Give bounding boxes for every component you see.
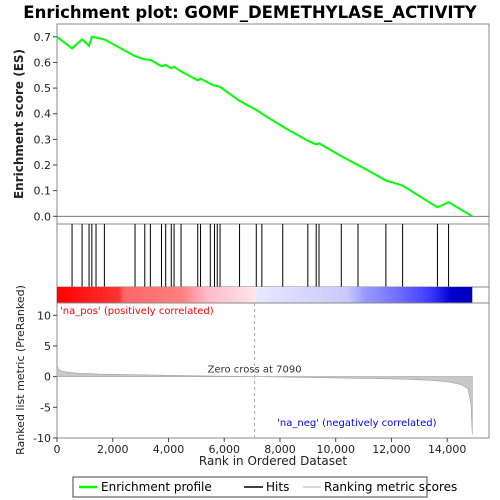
x-tick-label: 10,000 <box>316 443 355 456</box>
es-panel: 0.0 0.1 0.2 0.3 0.4 0.5 0.6 0.7 Enrichment scor… <box>12 23 490 225</box>
x-tick-label: 14,000 <box>428 443 467 456</box>
es-y-tick-label: 0.7 <box>34 31 52 44</box>
hits-panel-frame <box>56 223 490 288</box>
metric-y-axis: 10 5 0 -5 -10 <box>33 309 57 445</box>
x-tick-label: 2,000 <box>97 443 129 456</box>
legend-enrichment-profile: Enrichment profile <box>101 480 212 494</box>
es-y-tick-label: 0.1 <box>34 185 52 198</box>
rank-color-bar <box>56 286 490 304</box>
metric-panel-frame <box>56 302 490 439</box>
x-tick-label: 8,000 <box>264 443 296 456</box>
rank-gradient <box>57 287 473 303</box>
metric-y-tick-label: 10 <box>37 309 51 322</box>
legend-ranking-metric-scores: Ranking metric scores <box>324 480 457 494</box>
x-tick-label: 12,000 <box>372 443 411 456</box>
zero-cross-label: Zero cross at 7090 <box>208 365 302 376</box>
es-y-tick-label: 0.0 <box>34 210 52 223</box>
legend-hits: Hits <box>266 480 289 494</box>
x-tick-label: 4,000 <box>153 443 185 456</box>
x-axis: 0 2,000 4,000 6,000 8,000 10,000 12,000 14,000 <box>54 438 467 456</box>
positive-correlation-label: 'na_pos' (positively correlated) <box>60 306 214 317</box>
es-y-axis-label: Enrichment score (ES) <box>12 49 26 199</box>
metric-y-tick-label: 5 <box>44 340 51 353</box>
metric-panel: 10 5 0 -5 -10 Zero cross at 7090 'na_pos' (p… <box>14 285 490 455</box>
es-panel-frame <box>56 23 490 225</box>
es-y-tick-label: 0.3 <box>34 133 52 146</box>
es-y-tick-label: 0.5 <box>34 82 52 95</box>
ranking-metric-area <box>56 364 473 435</box>
enrichment-profile-line <box>56 35 473 218</box>
metric-y-axis-label: Ranked list metric (PreRanked) <box>14 285 27 455</box>
hits-panel <box>56 223 490 288</box>
es-y-tick-label: 0.2 <box>34 159 52 172</box>
es-y-tick-label: 0.4 <box>34 108 52 121</box>
metric-y-tick-label: -5 <box>40 401 51 414</box>
es-y-axis: 0.0 0.1 0.2 0.3 0.4 0.5 0.6 0.7 <box>34 31 57 223</box>
hit-markers <box>71 224 450 287</box>
legend: Enrichment profile Hits Ranking metric s… <box>72 476 457 498</box>
x-axis-label: Rank in Ordered Dataset <box>199 454 347 468</box>
es-y-tick-label: 0.6 <box>34 56 52 69</box>
metric-y-tick-label: -10 <box>33 432 51 445</box>
negative-correlation-label: 'na_neg' (negatively correlated) <box>277 418 436 429</box>
metric-y-tick-label: 0 <box>44 371 51 384</box>
x-tick-label: 0 <box>54 443 61 456</box>
chart-title: Enrichment plot: GOMF_DEMETHYLASE_ACTIVI… <box>23 3 477 22</box>
x-tick-label: 6,000 <box>208 443 240 456</box>
